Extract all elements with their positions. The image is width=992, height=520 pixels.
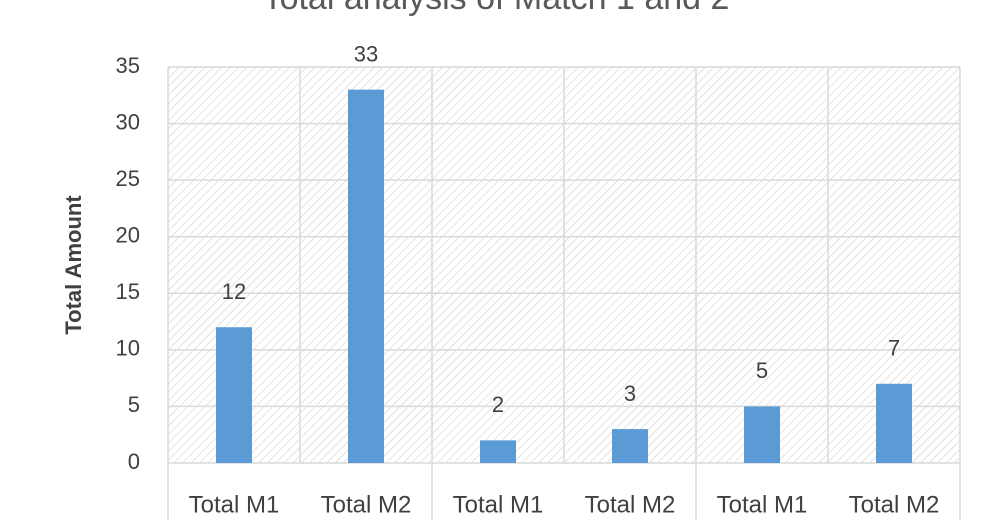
y-tick-label: 20 <box>116 223 140 248</box>
bar <box>348 89 384 463</box>
x-tick-label: Total M2 <box>321 491 412 518</box>
y-tick-label: 15 <box>116 279 140 304</box>
x-tick-label: Total M1 <box>453 491 544 518</box>
x-tick-label: Total M1 <box>717 491 808 518</box>
data-label: 33 <box>354 41 378 66</box>
data-label: 5 <box>756 358 768 383</box>
bar <box>744 406 780 463</box>
y-tick-label: 35 <box>116 53 140 78</box>
chart-title: Total analysis of Match 1 and 2 <box>263 0 730 17</box>
x-tick-label: Total M2 <box>849 491 940 518</box>
data-label: 3 <box>624 381 636 406</box>
y-tick-label: 5 <box>128 392 140 417</box>
data-label: 7 <box>888 336 900 361</box>
bar <box>216 327 252 463</box>
data-label: 2 <box>492 392 504 417</box>
data-label: 12 <box>222 279 246 304</box>
bar <box>876 383 912 463</box>
bar <box>612 429 648 463</box>
bar <box>480 440 516 463</box>
y-tick-label: 0 <box>128 449 140 474</box>
x-tick-label: Total M2 <box>585 491 676 518</box>
y-tick-label: 10 <box>116 336 140 361</box>
y-axis-label: Total Amount <box>61 195 86 335</box>
x-tick-label: Total M1 <box>189 491 280 518</box>
y-tick-label: 30 <box>116 109 140 134</box>
y-tick-label: 25 <box>116 166 140 191</box>
